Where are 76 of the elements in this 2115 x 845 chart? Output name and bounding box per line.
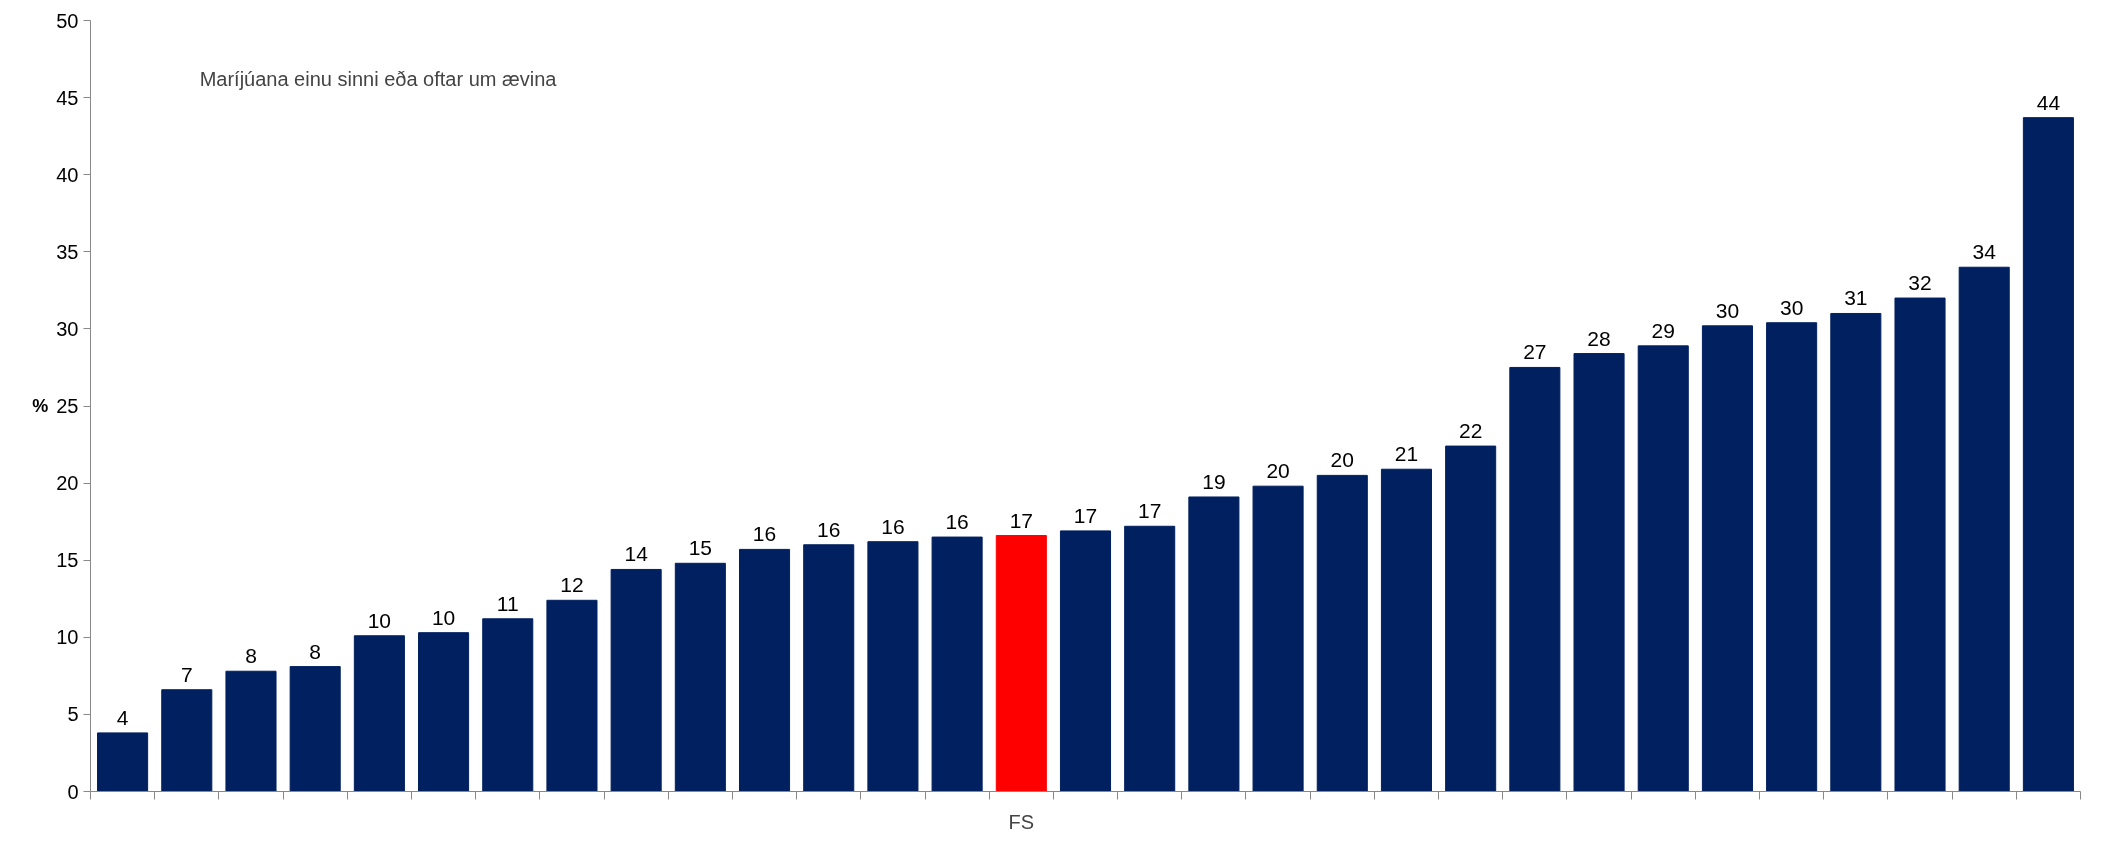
bar <box>1252 485 1304 792</box>
bar <box>1509 366 1561 792</box>
data-label: 30 <box>1715 298 1740 322</box>
data-label: 19 <box>1202 469 1226 493</box>
y-tick-label: 10 <box>56 626 79 649</box>
x-tick-label: FS <box>1008 810 1035 833</box>
bar <box>1830 312 1882 792</box>
bar <box>161 689 213 792</box>
data-label: 10 <box>431 605 456 629</box>
data-label: 16 <box>881 514 905 538</box>
y-tick-label: 35 <box>56 240 79 263</box>
bar <box>803 544 855 792</box>
data-label: 34 <box>1972 240 1997 264</box>
bar <box>931 536 983 792</box>
bar <box>1701 325 1753 792</box>
data-label: 14 <box>624 542 649 566</box>
bar <box>1637 345 1689 792</box>
y-tick-label: 5 <box>67 703 79 726</box>
data-label: 20 <box>1266 459 1290 483</box>
bar <box>1445 445 1497 792</box>
bar <box>1188 496 1240 792</box>
data-label: 8 <box>309 639 322 663</box>
data-label: 15 <box>688 536 713 560</box>
y-tick-label: 15 <box>56 549 79 572</box>
data-label: 27 <box>1523 340 1547 364</box>
data-label: 12 <box>560 573 584 597</box>
bar <box>418 632 470 792</box>
bar <box>289 666 341 792</box>
bar <box>546 599 598 792</box>
bar <box>995 535 1047 792</box>
bar <box>353 635 405 792</box>
data-label: 7 <box>180 662 193 686</box>
bar <box>2022 117 2074 792</box>
bar <box>1380 468 1432 792</box>
bar <box>1766 322 1818 792</box>
data-label: 32 <box>1908 271 1932 295</box>
data-label: 20 <box>1330 448 1354 472</box>
bar <box>867 541 919 792</box>
y-tick-label: 50 <box>56 9 79 32</box>
y-tick-label: 20 <box>56 472 79 495</box>
data-label: 22 <box>1458 419 1483 443</box>
y-tick-label: 40 <box>56 163 79 186</box>
data-label: 44 <box>2036 90 2061 114</box>
bar <box>674 562 726 792</box>
y-tick-label: 0 <box>67 780 79 803</box>
y-tick-label: 30 <box>56 317 79 340</box>
data-label: 8 <box>245 644 257 668</box>
bar <box>1894 297 1946 792</box>
data-label: 16 <box>817 517 841 541</box>
data-label: 4 <box>116 705 129 729</box>
y-tick-label: 45 <box>56 86 79 109</box>
data-label: 17 <box>1138 499 1162 523</box>
data-label: 28 <box>1587 326 1611 350</box>
annotation: Maríjúana einu sinni eða oftar um ævina <box>199 67 558 90</box>
bar <box>482 618 534 792</box>
data-label: 16 <box>945 510 969 534</box>
y-axis-title: % <box>32 396 49 416</box>
bar <box>225 670 277 792</box>
bar <box>1316 474 1368 792</box>
data-label: 16 <box>752 522 777 546</box>
data-label: 31 <box>1844 286 1868 310</box>
bar <box>97 732 149 792</box>
y-tick-label: 25 <box>56 395 79 417</box>
data-label: 17 <box>1009 508 1033 532</box>
data-label: 11 <box>496 591 519 615</box>
data-label: 29 <box>1651 318 1675 342</box>
bar <box>1059 530 1112 792</box>
data-label: 17 <box>1073 503 1098 527</box>
bar <box>739 548 791 792</box>
bar <box>1958 266 2010 792</box>
data-label: 10 <box>367 608 392 632</box>
bar <box>1573 353 1625 792</box>
data-label: 30 <box>1779 295 1804 319</box>
data-label: 21 <box>1394 442 1419 466</box>
bar <box>1124 525 1176 792</box>
bar <box>610 568 662 792</box>
